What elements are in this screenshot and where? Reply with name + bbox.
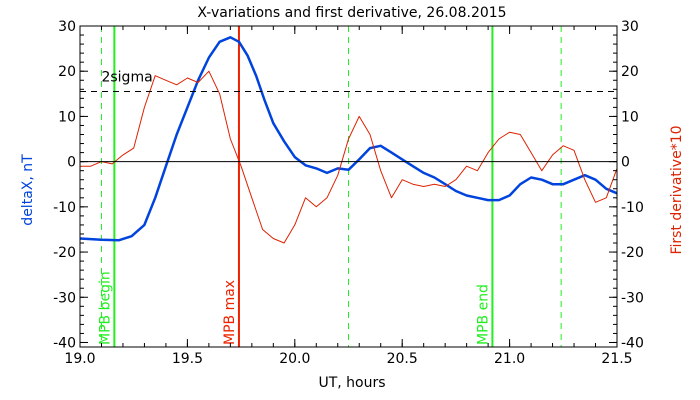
x-tick-label: 20.0	[279, 351, 310, 367]
y-left-tick-label: -30	[53, 290, 76, 306]
right-axis-label: First derivative*10	[669, 125, 685, 254]
mpb-begin-label: MPB begin	[97, 271, 113, 345]
threshold-label: 2sigma	[101, 70, 152, 86]
y-left-tick-label: 20	[58, 64, 76, 80]
derivative-series-line	[80, 70, 618, 244]
left-axis-label: deltaX, nT	[20, 154, 36, 226]
y-right-tick-label: -40	[621, 335, 644, 351]
y-left-tick-label: 10	[58, 109, 76, 125]
plot-frame	[79, 25, 618, 348]
y-left-tick-label: -10	[53, 200, 76, 216]
y-right-tick-label: 0	[621, 155, 630, 171]
vertical-markers	[100, 26, 562, 347]
y-right-tick-label: -30	[621, 290, 644, 306]
x-tick-label: 20.5	[387, 351, 418, 367]
mpb-end-label: MPB end	[475, 284, 491, 345]
y-left-tick-label: -20	[53, 245, 76, 261]
y-left-tick-label: 0	[67, 155, 76, 171]
series-lines	[79, 36, 618, 244]
x-tick-label: 19.5	[172, 351, 203, 367]
marker-labels: MPB begin MPB max MPB end 2sigma	[97, 70, 491, 345]
x-tick-label: 21.5	[601, 351, 632, 367]
reference-lines	[80, 91, 617, 163]
chart-title: X-variations and first derivative, 26.08…	[197, 5, 506, 21]
mpb-max-label: MPB max	[222, 280, 238, 345]
axis-ticks: 19.0 19.5 20.0 20.5 21.0 21.5-40 -40-30 -30-20-…	[53, 19, 644, 367]
x-axis-label: UT, hours	[318, 375, 385, 391]
y-right-tick-label: 20	[621, 64, 639, 80]
y-right-tick-label: -10	[621, 200, 644, 216]
y-right-tick-label: -20	[621, 245, 644, 261]
deltax-series-line	[79, 36, 618, 242]
x-tick-label: 21.0	[494, 351, 525, 367]
y-left-tick-label: 30	[58, 19, 76, 35]
y-right-tick-label: 30	[621, 19, 639, 35]
x-tick-label: 19.0	[64, 351, 95, 367]
y-right-tick-label: 10	[621, 109, 639, 125]
y-left-tick-label: -40	[53, 335, 76, 351]
